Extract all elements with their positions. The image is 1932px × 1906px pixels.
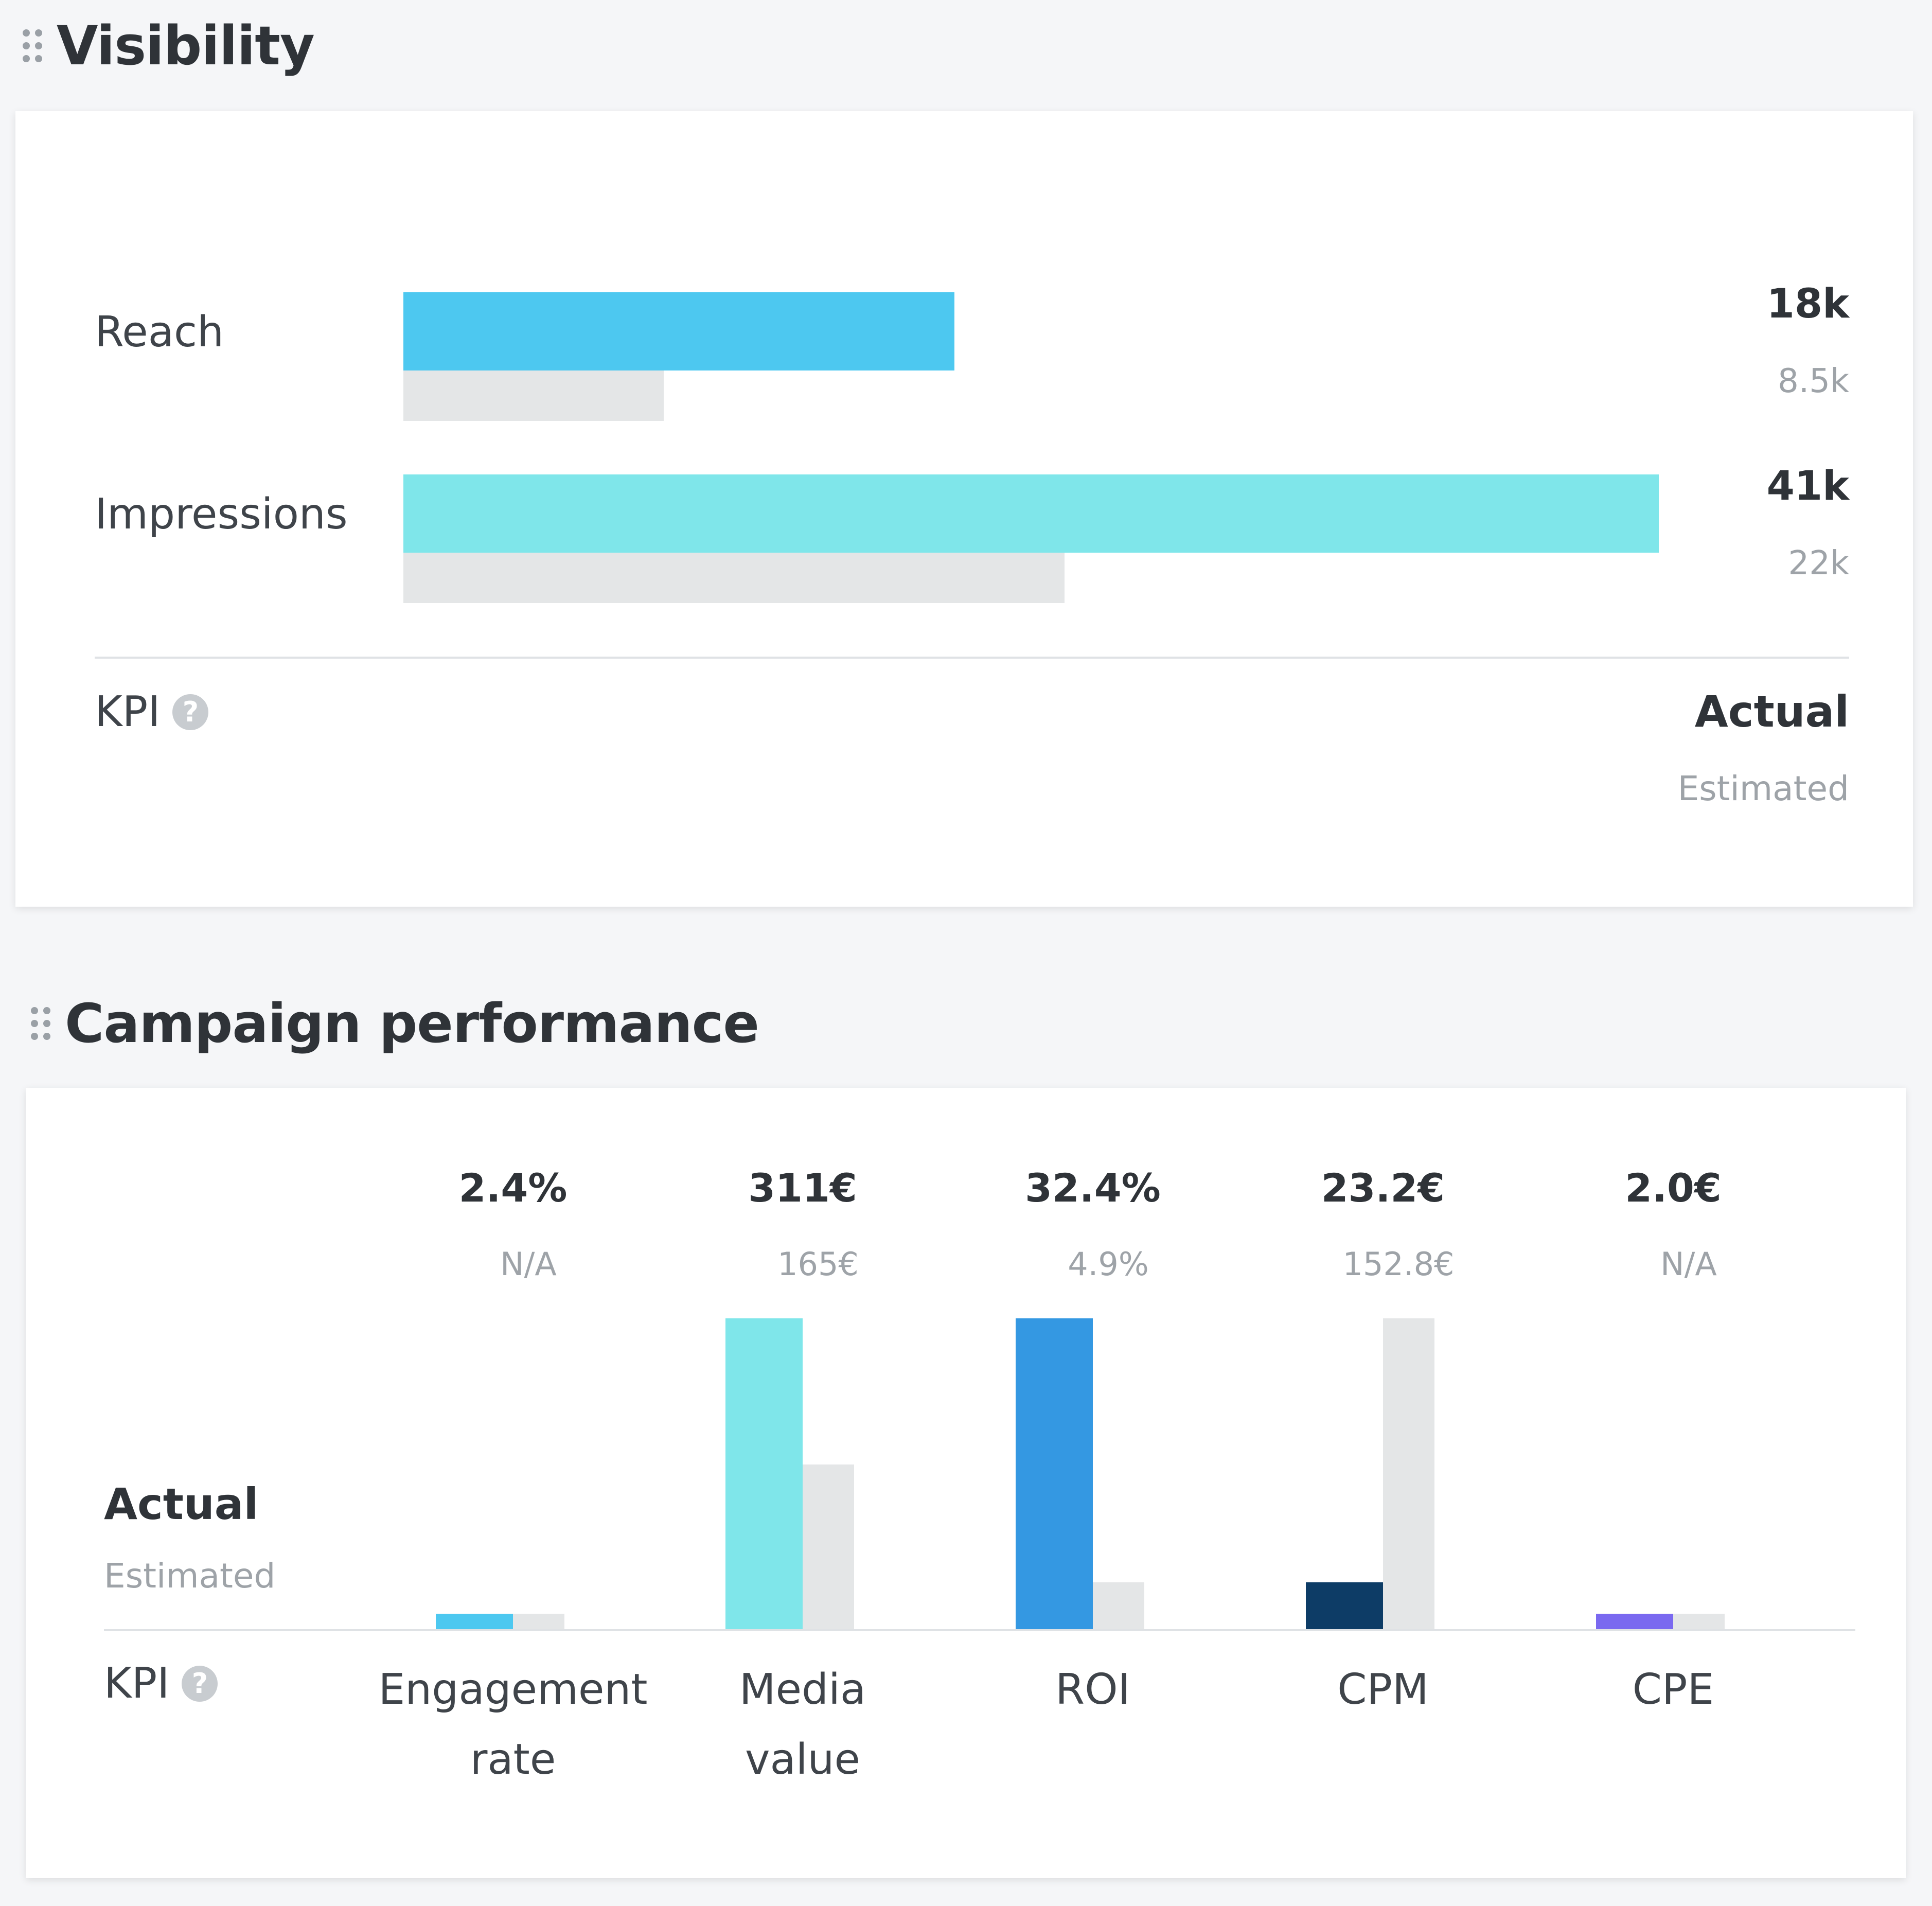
actual-value: 311€ bbox=[748, 1165, 857, 1211]
actual-bar bbox=[403, 292, 954, 370]
category-label-line1: CPM bbox=[1337, 1665, 1429, 1714]
actual-bar bbox=[1596, 1614, 1673, 1629]
category-label: ROI bbox=[949, 1655, 1237, 1725]
estimated-value: 22k bbox=[1788, 544, 1850, 583]
actual-bar bbox=[1016, 1318, 1093, 1629]
category-label: Engagement rate bbox=[369, 1655, 657, 1795]
legend-estimated: Estimated bbox=[104, 1556, 276, 1596]
category-label-line1: CPE bbox=[1632, 1665, 1714, 1714]
estimated-value: 152.8€ bbox=[1342, 1245, 1455, 1283]
category-label-line1: Engagement bbox=[378, 1665, 648, 1714]
visibility-header: Visibility bbox=[23, 14, 315, 77]
estimated-bar bbox=[513, 1614, 564, 1629]
visibility-card: Reach 18k 8.5k Impressions 41k 22k KPI ? Actu… bbox=[15, 111, 1913, 907]
legend-estimated: Estimated bbox=[1677, 769, 1849, 808]
chart-baseline bbox=[104, 1629, 1855, 1631]
estimated-value: 4.9% bbox=[1068, 1245, 1149, 1283]
actual-value: 23.2€ bbox=[1321, 1165, 1445, 1211]
estimated-value: N/A bbox=[1660, 1245, 1717, 1283]
estimated-value: 165€ bbox=[777, 1245, 859, 1283]
category-label: CPM bbox=[1239, 1655, 1527, 1725]
category-label-line1: ROI bbox=[1055, 1665, 1130, 1714]
estimated-value: 8.5k bbox=[1778, 362, 1849, 400]
section-title: Visibility bbox=[57, 14, 315, 77]
kpi-label: KPI bbox=[104, 1659, 170, 1708]
estimated-value: N/A bbox=[500, 1245, 557, 1283]
estimated-bar bbox=[1673, 1614, 1725, 1629]
legend-actual: Actual bbox=[1694, 686, 1849, 737]
help-icon[interactable]: ? bbox=[172, 694, 209, 730]
kpi-label: KPI bbox=[95, 687, 161, 736]
divider bbox=[95, 657, 1849, 659]
estimated-bar bbox=[403, 370, 664, 421]
kpi-legend: KPI ? bbox=[104, 1659, 218, 1708]
performance-card: Actual Estimated 2.4% N/A Engagement rate 31… bbox=[26, 1088, 1906, 1878]
category-label-line2: value bbox=[745, 1735, 860, 1784]
estimated-bar bbox=[803, 1464, 854, 1629]
actual-bar bbox=[1306, 1582, 1383, 1629]
category-label: CPE bbox=[1529, 1655, 1817, 1725]
actual-value: 2.4% bbox=[458, 1165, 568, 1211]
drag-handle-icon[interactable] bbox=[31, 1007, 50, 1040]
actual-value: 18k bbox=[1766, 281, 1849, 327]
actual-bar bbox=[436, 1614, 513, 1629]
category-label: Media value bbox=[659, 1655, 947, 1795]
drag-handle-icon[interactable] bbox=[23, 29, 42, 62]
actual-value: 2.0€ bbox=[1625, 1165, 1722, 1211]
help-icon[interactable]: ? bbox=[182, 1665, 218, 1702]
performance-header: Campaign performance bbox=[31, 992, 759, 1055]
row-label: Impressions bbox=[95, 490, 348, 539]
estimated-bar bbox=[403, 553, 1065, 603]
legend-actual: Actual bbox=[104, 1479, 259, 1529]
category-label-line1: Media bbox=[739, 1665, 866, 1714]
actual-value: 32.4% bbox=[1025, 1165, 1161, 1211]
category-label-line2: rate bbox=[470, 1735, 556, 1784]
actual-bar bbox=[725, 1318, 803, 1629]
row-label: Reach bbox=[95, 308, 224, 357]
kpi-legend: KPI ? bbox=[95, 687, 209, 736]
estimated-bar bbox=[1093, 1582, 1144, 1629]
estimated-bar bbox=[1383, 1318, 1434, 1629]
section-title: Campaign performance bbox=[65, 992, 759, 1055]
actual-value: 41k bbox=[1766, 463, 1849, 509]
actual-bar bbox=[403, 474, 1659, 553]
